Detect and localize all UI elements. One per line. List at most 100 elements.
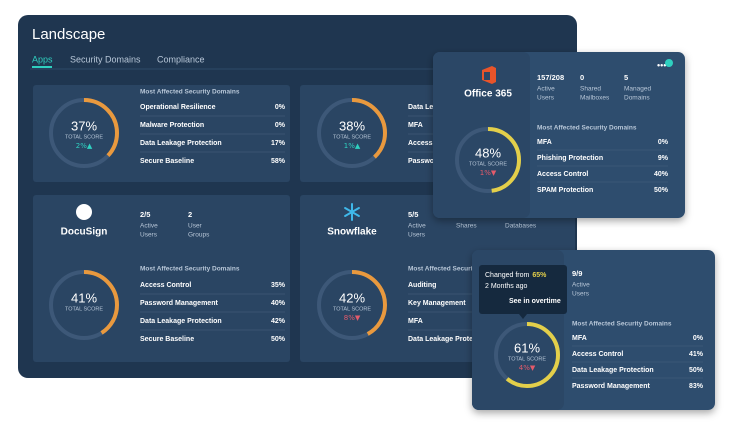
domain-value: 50%: [689, 367, 704, 374]
gauge-score: 61%: [514, 340, 540, 355]
notification-badge: [665, 59, 673, 67]
gauge-progress: [317, 98, 387, 168]
stat-label: Managed: [624, 86, 651, 93]
domain-value: 0%: [693, 335, 704, 342]
domains-heading: Most Affected Security Domains: [537, 125, 637, 132]
domain-name: Access C: [408, 140, 440, 147]
gauge-progress: [317, 270, 387, 340]
gauge-change: 1%▲: [344, 142, 361, 150]
app-card[interactable]: ••• Office 365 157/208 Active Users 0 Shared Ma…: [433, 52, 685, 218]
snowflake-arm: [344, 207, 360, 217]
stat-value: 2: [188, 210, 192, 219]
domain-name: Password Management: [140, 300, 218, 307]
domain-name: Data Lea: [408, 104, 437, 111]
domain-name: Passwo: [408, 158, 434, 165]
domain-name: Access Control: [537, 171, 588, 178]
domain-name: MFA: [572, 335, 587, 342]
stat-label: Active: [140, 223, 158, 230]
domain-name: Secure Baseline: [140, 336, 194, 343]
app-card[interactable]: DocuSign 2/5 Active Users 2 User Groups 41%TOTA…: [33, 195, 290, 362]
domains-heading: Most Affected Security Domains: [408, 266, 508, 273]
tab[interactable]: Apps: [32, 54, 53, 64]
domain-name: MFA: [408, 318, 423, 325]
gauge-score: 37%: [71, 118, 97, 133]
tooltip-background: [479, 265, 567, 314]
active-tab-underline: [32, 66, 52, 68]
stat-label: Users: [537, 95, 555, 102]
menu-dots[interactable]: •••: [657, 60, 666, 70]
gauge-progress: [49, 270, 119, 340]
domain-value: 0%: [275, 122, 286, 129]
stat-label: Mailboxes: [580, 95, 610, 102]
stat-value: 5/5: [408, 210, 418, 219]
tooltip-text: Changed from: [485, 272, 530, 279]
stat-label: Groups: [188, 232, 210, 239]
stat-label: User: [188, 223, 203, 230]
gauge-label: TOTAL SCORE: [65, 306, 103, 312]
domain-value: 42%: [271, 318, 286, 325]
domain-name: Data Leakage Protection: [572, 367, 654, 374]
gauge-progress: [49, 98, 119, 168]
stat-label: Users: [572, 291, 590, 298]
stat-label: Databases: [505, 223, 537, 230]
stat-value: 2/5: [140, 210, 150, 219]
gauge-progress: [455, 127, 521, 193]
stat-label: Active: [408, 223, 426, 230]
domain-value: 41%: [689, 351, 704, 358]
stat-label: Users: [140, 232, 158, 239]
stat-label: Active: [537, 86, 555, 93]
domain-name: MFA: [408, 122, 423, 129]
stat-label: Users: [408, 232, 426, 239]
domain-name: MFA: [537, 139, 552, 146]
domain-value: 40%: [654, 171, 669, 178]
gauge-change: 2%▲: [76, 142, 93, 150]
tooltip-pointer: [519, 314, 527, 319]
domain-value: 9%: [658, 155, 669, 162]
stat-label: Domains: [624, 95, 650, 102]
docusign-logo: [76, 204, 92, 220]
tab[interactable]: Compliance: [157, 54, 205, 64]
gauge-score: 48%: [475, 145, 501, 160]
domain-value: 83%: [689, 383, 704, 390]
domain-value: 17%: [271, 140, 286, 147]
gauge-progress: [494, 322, 560, 388]
domain-name: Key Management: [408, 300, 466, 307]
domain-name: Auditing: [408, 282, 436, 289]
tab[interactable]: Security Domains: [70, 54, 141, 64]
gauge-label: TOTAL SCORE: [469, 161, 507, 167]
domain-name: Data Leakage Protection: [140, 318, 222, 325]
gauge-label: TOTAL SCORE: [65, 134, 103, 140]
card-left-column: [433, 52, 530, 218]
gauge-change: 1%▼: [480, 169, 497, 177]
gauge-label: TOTAL SCORE: [333, 134, 371, 140]
domain-value: 50%: [271, 336, 286, 343]
gauge-score: 38%: [339, 118, 365, 133]
card-background: [33, 85, 290, 182]
stat-value: 9/9: [572, 269, 582, 278]
stat-label: Active: [572, 282, 590, 289]
domain-name: Data Leakage Protection: [408, 336, 490, 343]
domain-name: Data Leakage Protection: [140, 140, 222, 147]
page-title: Landscape: [32, 26, 105, 43]
app-card[interactable]: 37%TOTAL SCORE 2%▲ Most Affected Security …: [33, 85, 290, 182]
snowflake-logo: [344, 203, 360, 221]
gauge-change: 8%▼: [344, 314, 361, 322]
domain-name: Password Management: [572, 383, 650, 390]
gauge-label: TOTAL SCORE: [333, 306, 371, 312]
domain-value: 0%: [658, 139, 669, 146]
tooltip-action[interactable]: See in overtime: [509, 298, 561, 305]
domain-name: SPAM Protection: [537, 187, 593, 194]
domain-name: Access Control: [140, 282, 191, 289]
gauge-score: 42%: [339, 290, 365, 305]
domain-name: Phishing Protection: [537, 155, 603, 162]
domains-heading: Most Affected Security Domains: [572, 321, 672, 328]
office-logo-mark: [484, 72, 490, 80]
gauge-change: 4%▼: [519, 364, 536, 372]
gauge-label: TOTAL SCORE: [508, 356, 546, 362]
stat-value: 157/208: [537, 73, 564, 82]
app-name: Snowflake: [327, 227, 377, 238]
domain-value: 50%: [654, 187, 669, 194]
domains-heading: Most Affected Security Domains: [140, 266, 240, 273]
